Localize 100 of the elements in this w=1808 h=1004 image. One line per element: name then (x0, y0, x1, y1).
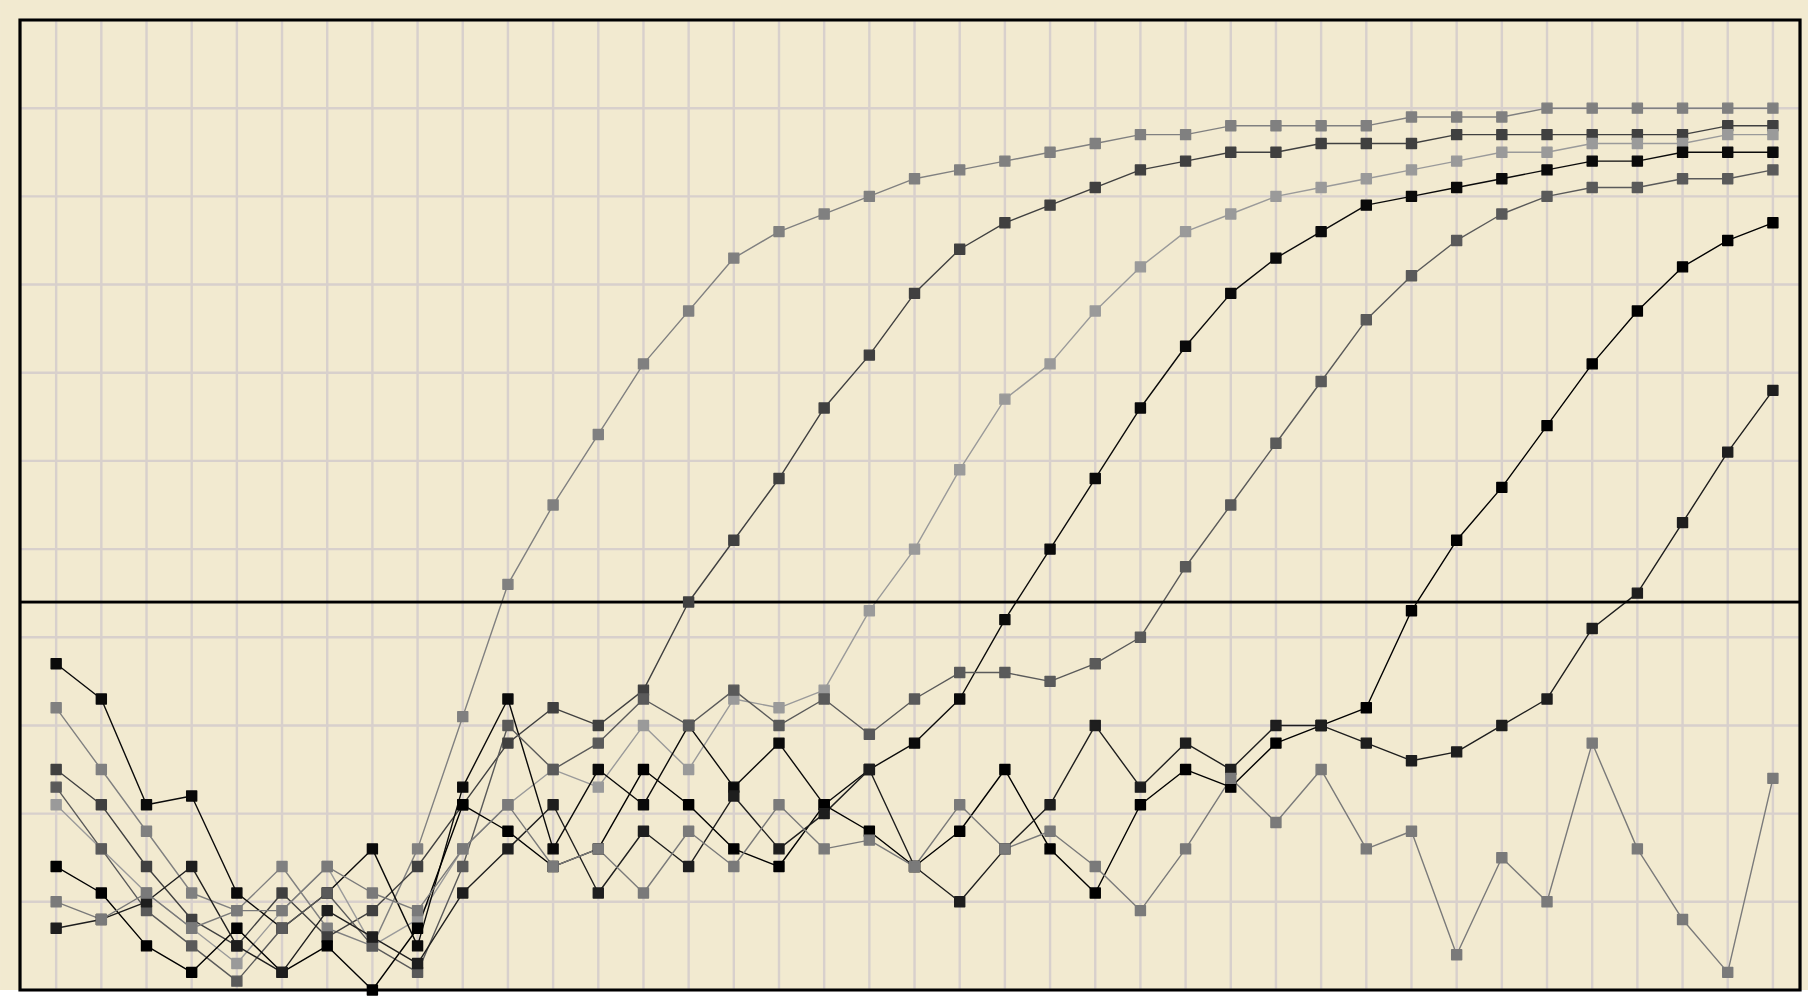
point (682, 596, 695, 608)
point (1405, 111, 1418, 123)
point (999, 763, 1011, 776)
point (411, 957, 424, 970)
point (1405, 605, 1418, 617)
point (1450, 155, 1463, 167)
point (1405, 190, 1418, 203)
point (366, 887, 379, 899)
point (1496, 481, 1508, 494)
point (1450, 181, 1463, 194)
point (1360, 702, 1373, 714)
point (140, 825, 153, 838)
point (637, 799, 650, 811)
point (231, 887, 243, 899)
point (999, 217, 1011, 229)
point (1586, 155, 1598, 167)
point (682, 305, 695, 317)
point (1631, 587, 1644, 599)
point (95, 693, 108, 705)
point (50, 799, 62, 811)
point (1044, 843, 1056, 855)
point (592, 781, 604, 793)
point (502, 843, 514, 855)
point (1496, 146, 1508, 159)
point (1270, 437, 1282, 450)
point (1767, 129, 1779, 141)
point (1315, 375, 1327, 388)
point (1360, 843, 1373, 855)
point (1134, 631, 1147, 644)
point (1179, 843, 1192, 855)
point (1134, 781, 1147, 793)
point (50, 922, 62, 935)
point (908, 543, 921, 555)
point (1044, 199, 1056, 211)
point (457, 711, 469, 723)
point (50, 702, 62, 714)
point (1270, 190, 1282, 203)
point (502, 825, 514, 838)
point (773, 719, 785, 732)
point (1450, 111, 1463, 123)
point (908, 287, 921, 300)
point (954, 464, 966, 476)
point (818, 808, 830, 820)
point (457, 860, 469, 873)
point (954, 164, 966, 176)
point (1541, 129, 1553, 141)
point (1631, 305, 1644, 317)
point (1044, 358, 1056, 370)
point (1450, 949, 1463, 961)
point (1767, 217, 1779, 229)
point (1767, 384, 1779, 397)
point (1767, 772, 1779, 785)
point (1450, 534, 1463, 547)
point (1134, 129, 1147, 141)
point (1586, 181, 1598, 194)
point (818, 843, 830, 855)
point (366, 984, 379, 996)
point (1225, 208, 1237, 220)
point (1405, 755, 1418, 767)
point (818, 693, 830, 705)
point (1225, 120, 1237, 132)
point (1179, 226, 1192, 238)
point (1089, 181, 1101, 194)
point (637, 693, 650, 705)
point (1541, 146, 1553, 159)
point (1179, 155, 1192, 167)
point (1676, 913, 1689, 926)
point (1134, 905, 1147, 917)
point (728, 860, 740, 873)
point (1089, 472, 1101, 485)
point (1450, 746, 1463, 758)
point (1134, 164, 1147, 176)
point (1315, 181, 1327, 194)
point (1676, 173, 1689, 185)
point (1044, 675, 1056, 688)
point (773, 860, 785, 873)
point (1541, 693, 1553, 705)
point (999, 155, 1011, 167)
point (1586, 137, 1598, 150)
point (411, 940, 424, 952)
point (954, 666, 966, 679)
point (276, 860, 288, 873)
point (592, 763, 604, 776)
point (863, 728, 876, 741)
point (1496, 129, 1508, 141)
point (592, 428, 604, 441)
point (773, 737, 785, 749)
point (637, 358, 650, 370)
point (1450, 129, 1463, 141)
point (954, 896, 966, 908)
point (1631, 102, 1644, 114)
point (908, 693, 921, 705)
point (1270, 252, 1282, 264)
point (1360, 173, 1373, 185)
point (1089, 887, 1101, 899)
point (999, 666, 1011, 679)
point (1270, 719, 1282, 732)
point (773, 472, 785, 485)
point (728, 534, 740, 547)
point (502, 693, 514, 705)
